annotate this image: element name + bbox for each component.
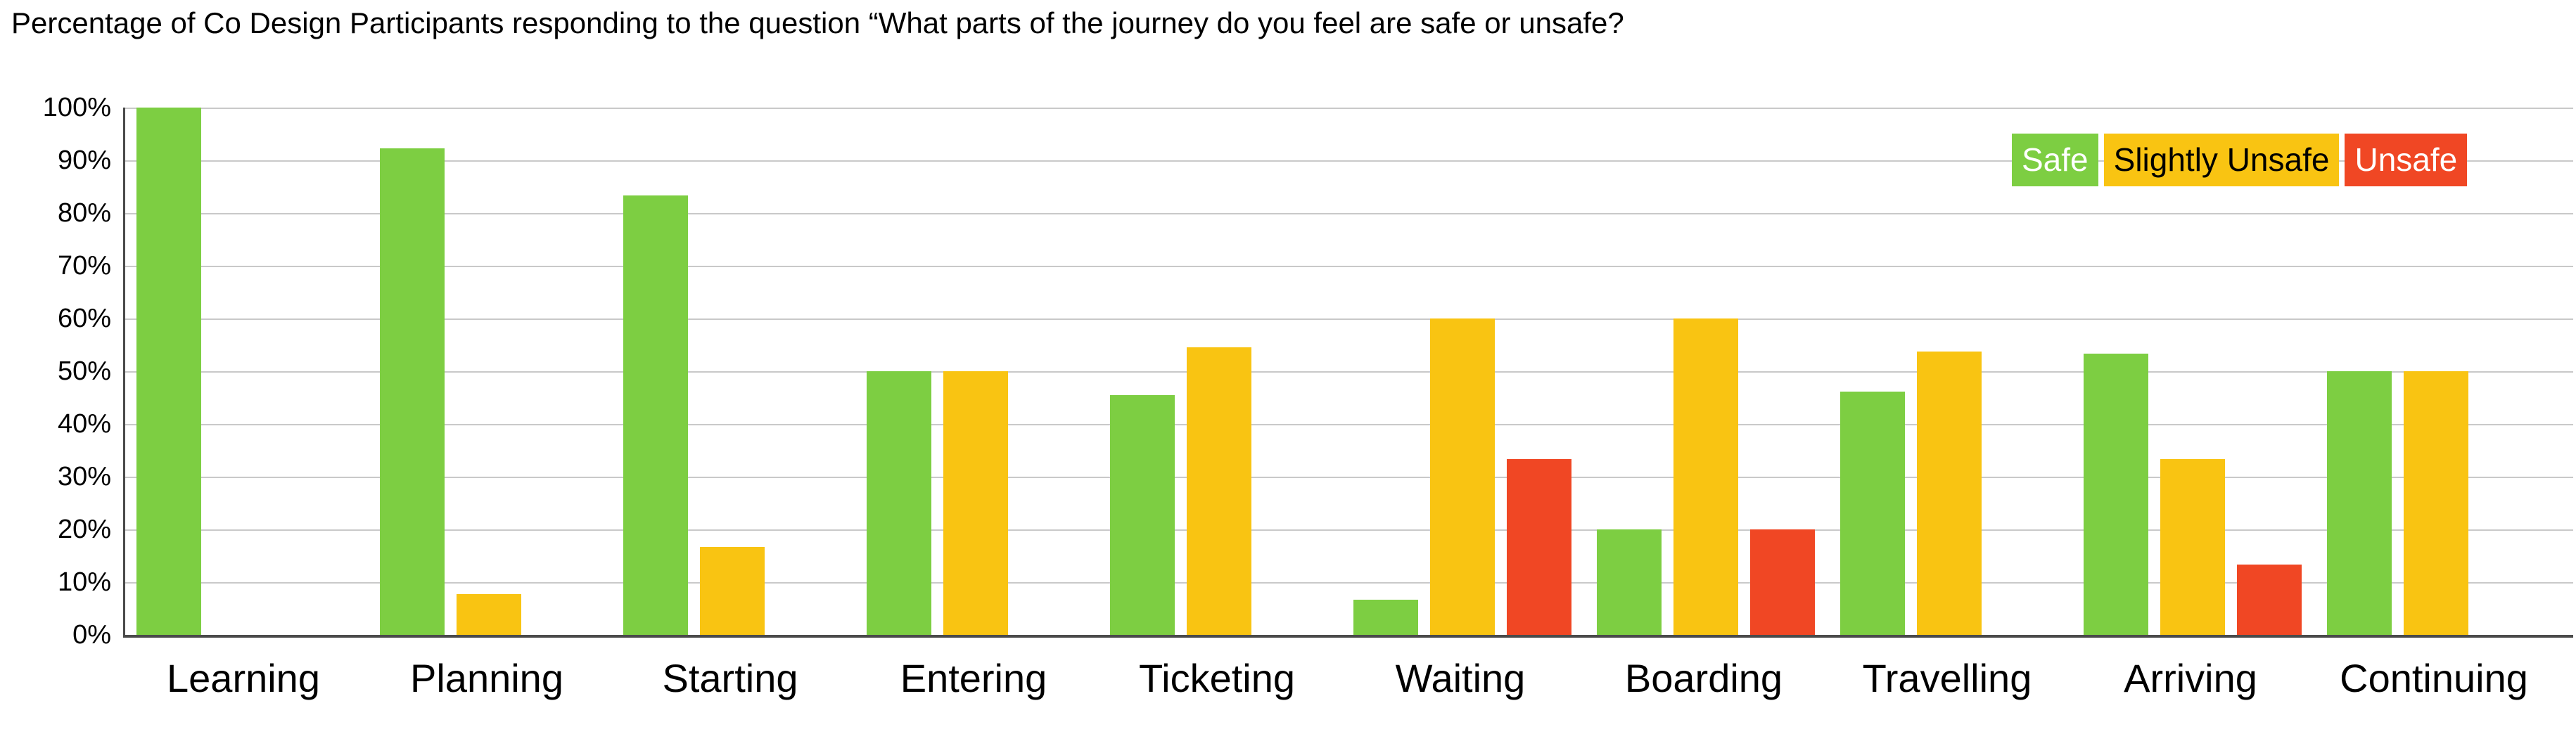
gridline (125, 529, 2573, 531)
y-tick-label: 60% (57, 304, 111, 333)
bar-slightly-unsafe-boarding (1673, 318, 1738, 635)
bar-slot (1840, 108, 1905, 635)
bar-slot (1597, 108, 1662, 635)
bar-safe-arriving (2084, 354, 2148, 635)
bar-unsafe-arriving (2237, 565, 2302, 635)
bar-slot (1507, 108, 1571, 635)
gridline (125, 371, 2573, 373)
bar-group-ticketing (1110, 108, 1328, 635)
gridline (125, 424, 2573, 425)
legend-item-unsafe: Unsafe (2345, 134, 2468, 186)
x-axis-label-entering: Entering (900, 656, 1047, 700)
bar-unsafe-boarding (1750, 529, 1815, 635)
bar-slot (2084, 108, 2148, 635)
x-axis-label-learning: Learning (167, 656, 320, 700)
bar-slot (1673, 108, 1738, 635)
bar-slot (1353, 108, 1418, 635)
bar-slot (533, 108, 598, 635)
y-tick-label: 80% (57, 198, 111, 228)
legend: Safe Slightly Unsafe Unsafe (2012, 134, 2468, 186)
y-tick-label: 50% (57, 356, 111, 386)
bar-slightly-unsafe-ticketing (1187, 347, 1251, 635)
bar-slot (623, 108, 688, 635)
x-axis-label-planning: Planning (410, 656, 563, 700)
bar-slot (290, 108, 355, 635)
y-tick-label: 20% (57, 515, 111, 544)
gridline (125, 160, 2573, 162)
bar-group-learning (136, 108, 355, 635)
bar-group-travelling (1840, 108, 2058, 635)
bar-slot (1917, 108, 1982, 635)
bar-safe-starting (623, 195, 688, 635)
bar-slot (1994, 108, 2058, 635)
bar-unsafe-waiting (1507, 459, 1571, 635)
bar-safe-boarding (1597, 529, 1662, 635)
gridline (125, 318, 2573, 320)
gridline (125, 582, 2573, 584)
x-axis-label-arriving: Arriving (2124, 656, 2257, 700)
y-tick-label: 90% (57, 146, 111, 175)
bar-slot (213, 108, 278, 635)
bar-slightly-unsafe-starting (700, 546, 765, 635)
y-tick-label: 30% (57, 462, 111, 491)
bar-slot (1110, 108, 1175, 635)
bar-slot (1187, 108, 1251, 635)
gridline (125, 108, 2573, 109)
bar-slot (136, 108, 201, 635)
bar-safe-travelling (1840, 391, 1905, 635)
bar-slot (457, 108, 521, 635)
bar-slot (867, 108, 931, 635)
bar-slot (2160, 108, 2225, 635)
bar-safe-ticketing (1110, 394, 1175, 635)
y-tick-label: 40% (57, 409, 111, 439)
x-axis-label-travelling: Travelling (1862, 656, 2032, 700)
bar-slot (1750, 108, 1815, 635)
bar-slot (1430, 108, 1495, 635)
x-axis-label-waiting: Waiting (1395, 656, 1526, 700)
bar-slot (1263, 108, 1328, 635)
bar-slot (2327, 108, 2392, 635)
legend-item-slightly-unsafe: Slightly Unsafe (2103, 134, 2340, 186)
bar-slot (700, 108, 765, 635)
bar-slightly-unsafe-waiting (1430, 318, 1495, 635)
bar-slightly-unsafe-entering (943, 371, 1008, 635)
legend-item-safe: Safe (2012, 134, 2098, 186)
bar-group-planning (380, 108, 598, 635)
bar-group-continuing (2327, 108, 2545, 635)
bar-group-starting (623, 108, 841, 635)
bar-slot (943, 108, 1008, 635)
bar-safe-waiting (1353, 599, 1418, 635)
bar-slot (2404, 108, 2468, 635)
gridline (125, 266, 2573, 267)
bar-group-entering (867, 108, 1085, 635)
bar-slot (777, 108, 841, 635)
bar-slightly-unsafe-continuing (2404, 371, 2468, 635)
plot-area (123, 108, 2573, 638)
bar-slot (2237, 108, 2302, 635)
gridline (125, 477, 2573, 478)
bar-group-waiting (1353, 108, 1571, 635)
bar-safe-learning (136, 108, 201, 635)
x-axis-label-starting: Starting (662, 656, 798, 700)
x-axis-label-ticketing: Ticketing (1138, 656, 1296, 700)
bar-safe-entering (867, 371, 931, 635)
bar-slightly-unsafe-planning (457, 594, 521, 635)
bar-slightly-unsafe-arriving (2160, 459, 2225, 635)
bar-slot (380, 108, 445, 635)
y-tick-label: 100% (42, 93, 111, 122)
x-axis-label-boarding: Boarding (1624, 656, 1783, 700)
bar-safe-continuing (2327, 371, 2392, 635)
x-axis-label-continuing: Continuing (2340, 656, 2528, 700)
bar-slot (2480, 108, 2545, 635)
bar-slightly-unsafe-travelling (1917, 351, 1982, 635)
bar-group-boarding (1597, 108, 1815, 635)
bar-group-arriving (2084, 108, 2302, 635)
chart-title: Percentage of Co Design Participants res… (11, 6, 1624, 39)
y-tick-label: 0% (72, 620, 111, 650)
y-tick-label: 10% (57, 567, 111, 597)
bar-slot (1020, 108, 1085, 635)
gridline (125, 213, 2573, 214)
bar-safe-planning (380, 148, 445, 635)
y-tick-label: 70% (57, 251, 111, 281)
